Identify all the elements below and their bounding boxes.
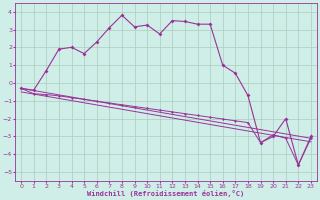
- X-axis label: Windchill (Refroidissement éolien,°C): Windchill (Refroidissement éolien,°C): [87, 190, 244, 197]
